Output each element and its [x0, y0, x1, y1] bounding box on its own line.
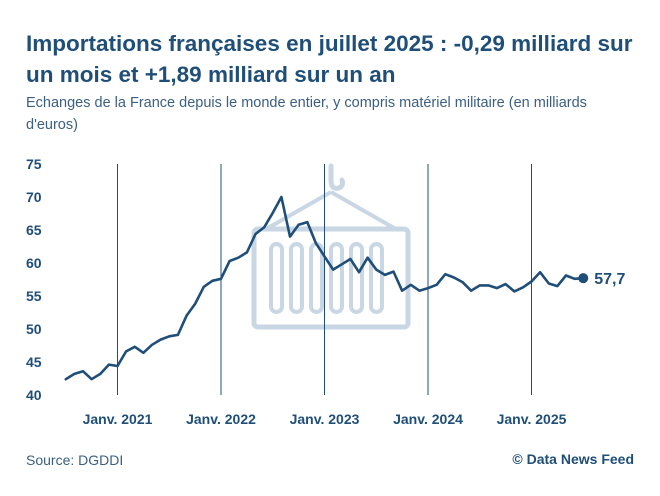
shipping-container-crane-icon — [251, 163, 411, 330]
series-line — [64, 195, 585, 381]
credit-note: © Data News Feed — [512, 451, 634, 467]
y-tick-label: 55 — [26, 288, 42, 304]
source-note: Source: DGDDI — [26, 452, 124, 468]
container-rib — [349, 242, 364, 314]
chart-title: Importations françaises en juillet 2025 … — [26, 31, 633, 87]
last-value-label: 57,7 — [594, 271, 625, 288]
container-rib — [369, 242, 384, 314]
y-tick-label: 65 — [26, 222, 42, 238]
y-tick-label: 60 — [26, 255, 42, 271]
x-axis-ticks: Janv. 2021 Janv. 2022 Janv. 2023 Janv. 2024… — [83, 411, 567, 427]
crane-hook — [328, 163, 346, 191]
container-rib — [309, 242, 324, 314]
vertical-gridlines — [117, 164, 532, 395]
x-tick-label: Janv. 2024 — [393, 411, 463, 427]
y-tick-label: 45 — [26, 354, 42, 370]
series-group: 57,7 — [64, 195, 625, 381]
y-axis-ticks: 40 45 50 55 60 65 70 75 — [26, 156, 42, 403]
chart-subtitle: Echanges de la France depuis le monde en… — [26, 95, 587, 133]
container-rib — [289, 242, 304, 314]
x-tick-label: Janv. 2022 — [186, 411, 256, 427]
container-rib — [269, 242, 284, 314]
container-rib — [329, 242, 344, 314]
last-point-marker — [578, 273, 589, 284]
x-tick-label: Janv. 2023 — [290, 411, 360, 427]
x-tick-label: Janv. 2021 — [83, 411, 153, 427]
y-tick-label: 75 — [26, 156, 42, 172]
y-tick-label: 40 — [26, 387, 42, 403]
crane-cables — [267, 190, 395, 230]
x-tick-label: Janv. 2025 — [497, 411, 567, 427]
y-tick-label: 50 — [26, 321, 42, 337]
container-body — [251, 226, 411, 330]
y-tick-label: 70 — [26, 189, 42, 205]
